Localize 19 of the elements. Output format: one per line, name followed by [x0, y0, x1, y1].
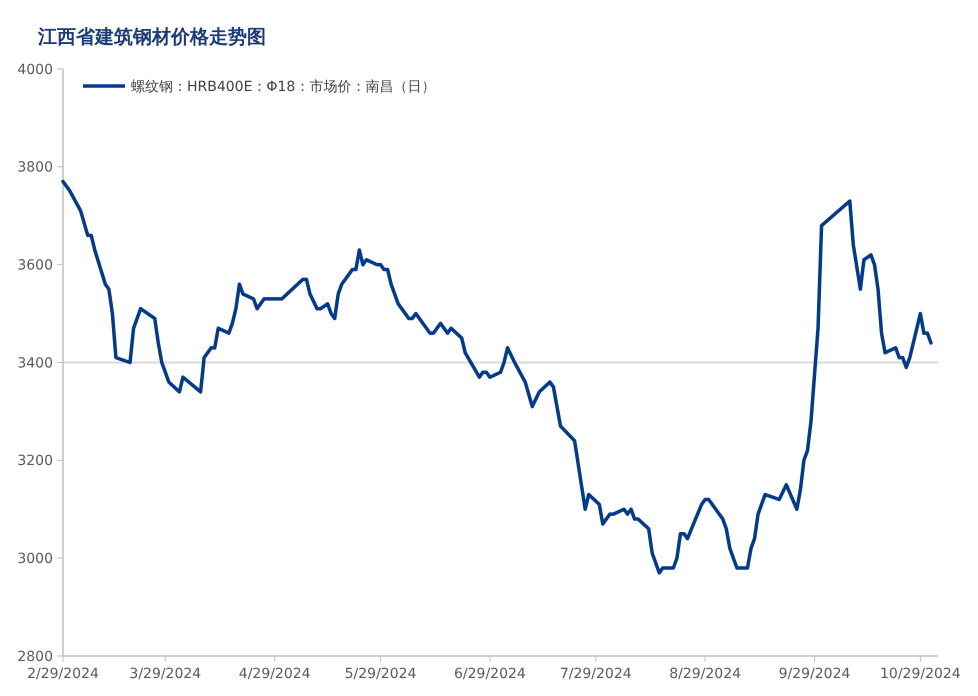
- y-tick-label: 3200: [17, 453, 53, 470]
- line-series: [61, 180, 933, 575]
- x-tick-label: 4/29/2024: [238, 666, 311, 682]
- x-tick-label: 3/29/2024: [129, 666, 202, 682]
- y-tick-label: 4000: [17, 62, 53, 78]
- x-tick-label: 10/29/2024: [880, 666, 961, 682]
- x-tick-label: 9/29/2024: [778, 666, 850, 682]
- x-tick-label: 7/29/2024: [560, 666, 632, 682]
- y-tick-label: 2800: [17, 648, 53, 665]
- legend-label: 螺纹钢：HRB400E：Φ18：市场价：南昌（日）: [131, 78, 436, 95]
- chart-title: 江西省建筑钢材价格走势图: [37, 26, 266, 48]
- x-tick-label: 5/29/2024: [344, 666, 417, 682]
- x-tick-label: 2/29/2024: [27, 666, 99, 682]
- y-tick-label: 3800: [17, 160, 53, 176]
- x-tick-label: 8/29/2024: [669, 666, 742, 682]
- y-tick-label: 3400: [17, 355, 53, 372]
- x-tick-label: 6/29/2024: [454, 666, 526, 682]
- y-tick-label: 3000: [17, 551, 53, 568]
- y-tick-label: 3600: [17, 258, 53, 274]
